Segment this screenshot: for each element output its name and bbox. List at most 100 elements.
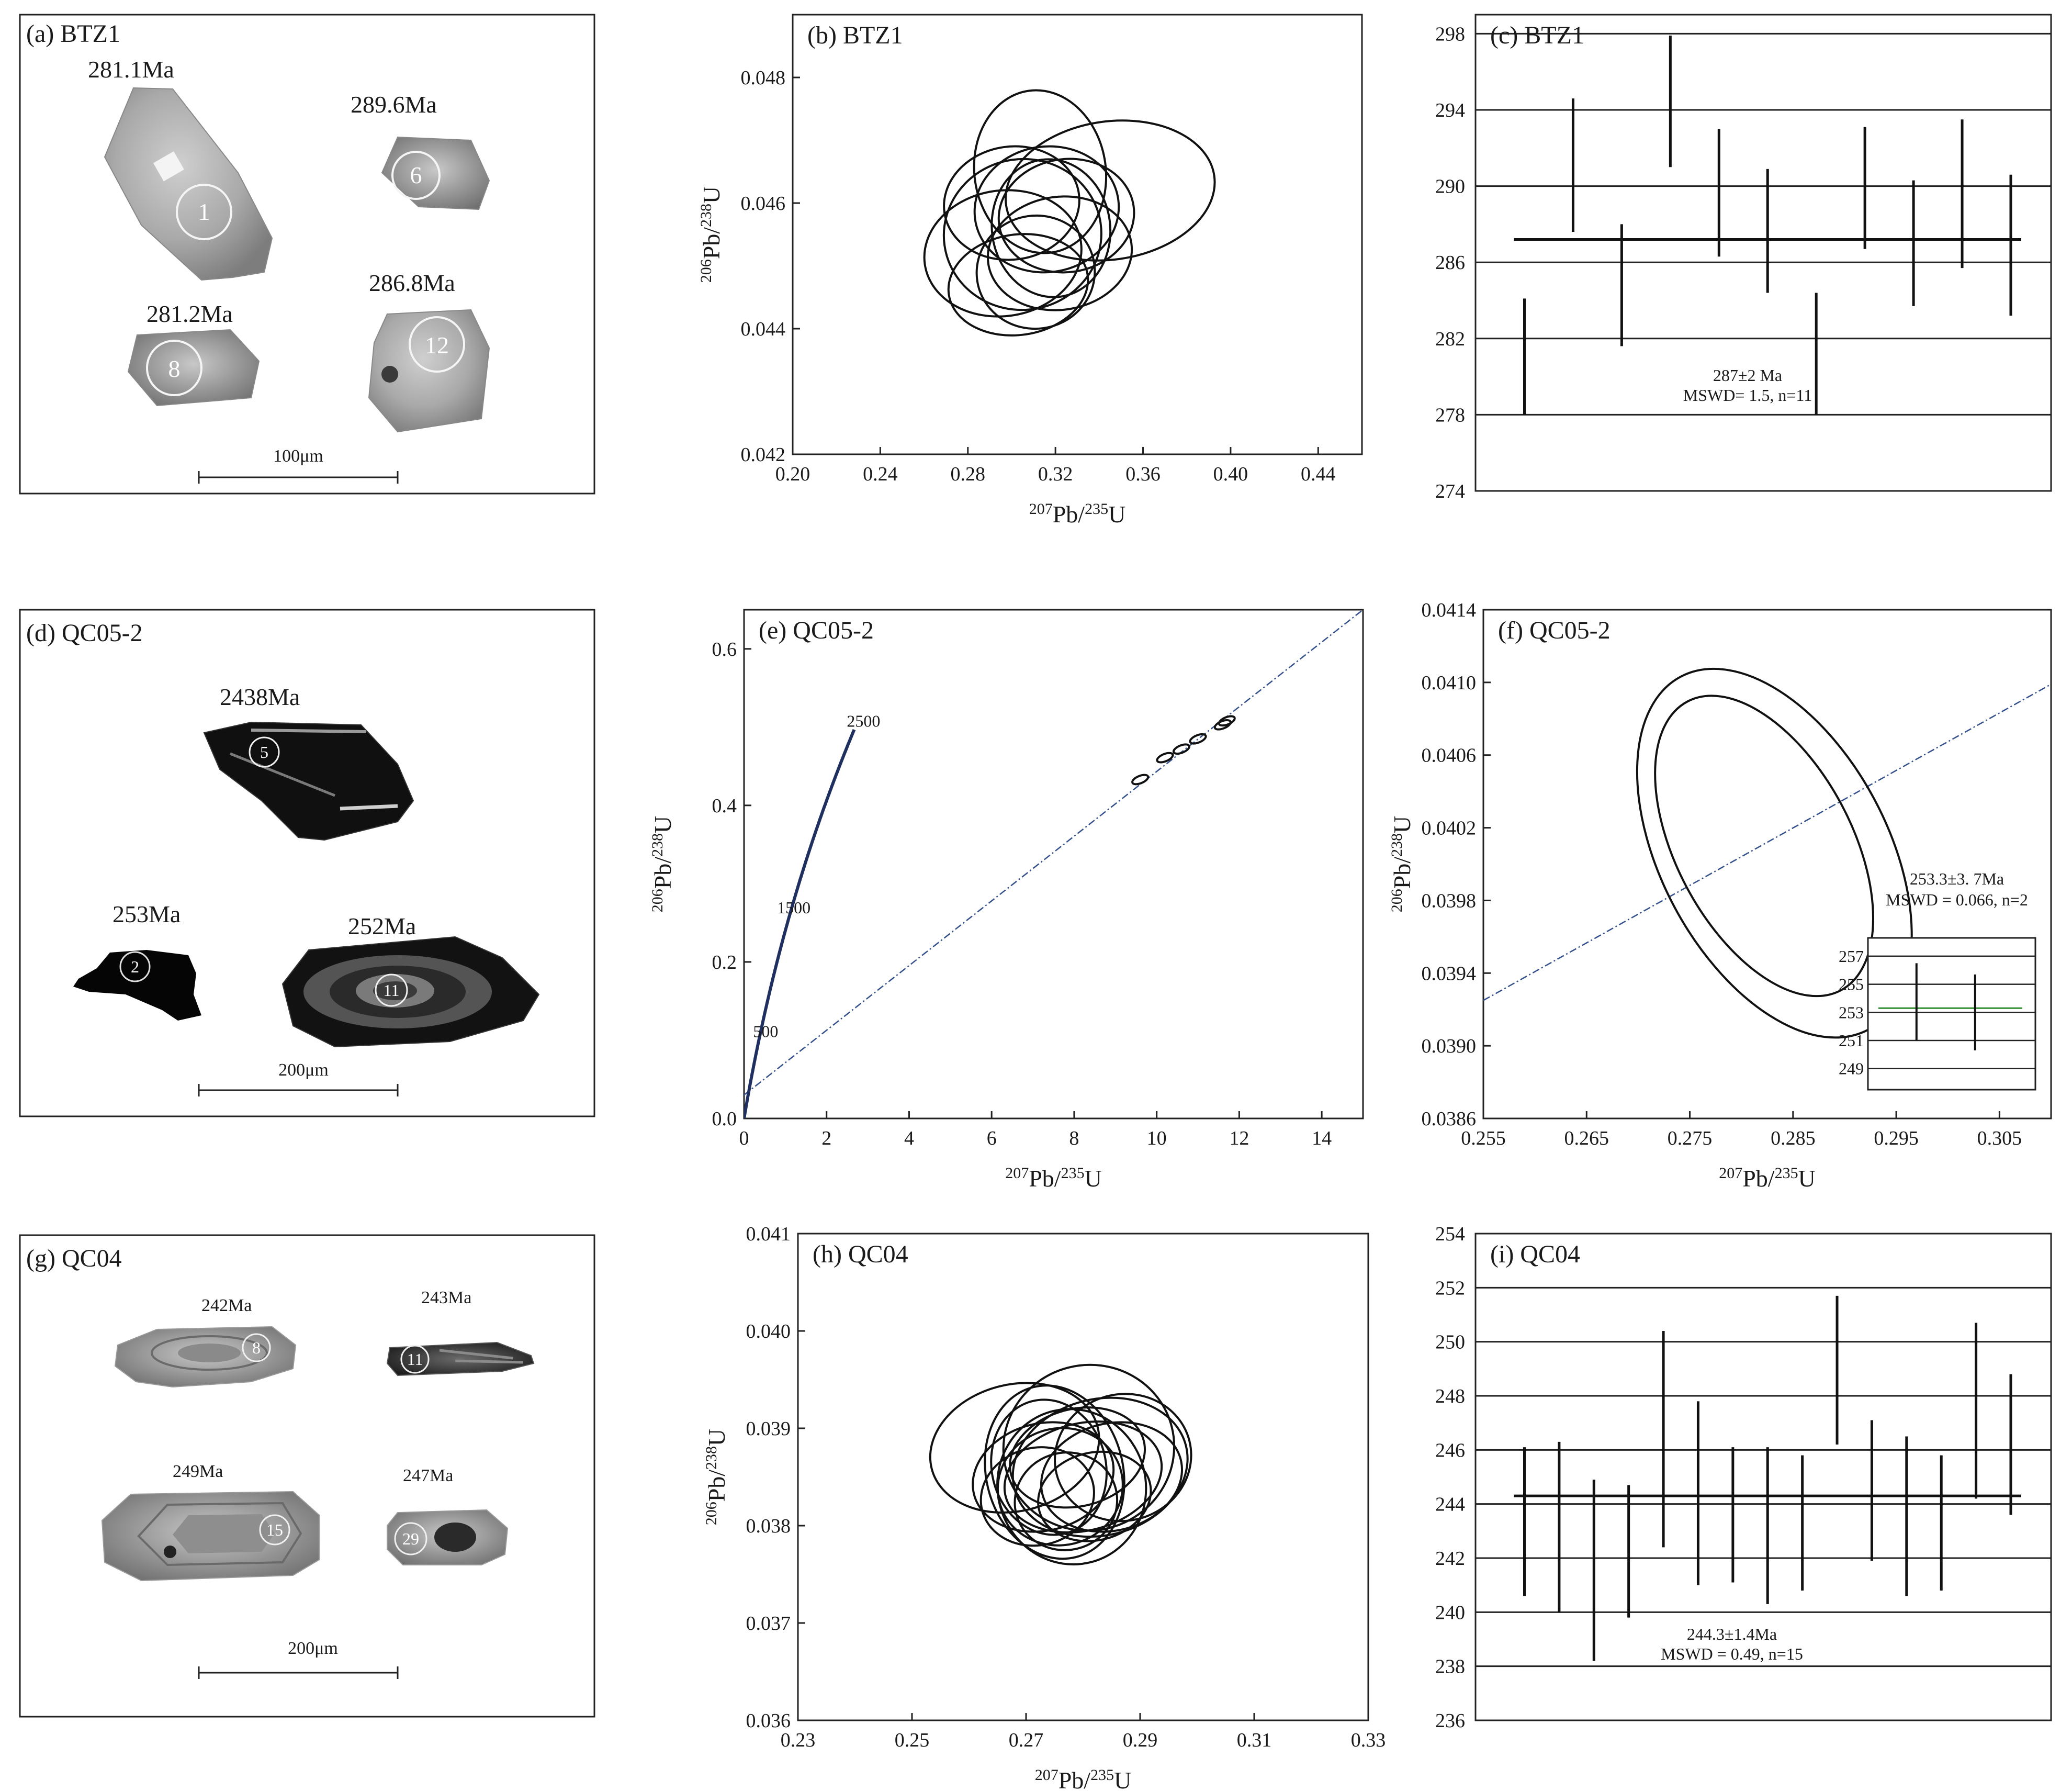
- y-tick-label: 0.039: [746, 1418, 791, 1440]
- y-axis-label: 206Pb/238U: [697, 186, 725, 283]
- panel-a: (a) BTZ1 1 281.1Ma 6 289.6Ma 8 281.2Ma 1…: [19, 14, 595, 495]
- y-tick-label: 0.046: [741, 193, 786, 215]
- concordia-age-marker: [681, 301, 687, 307]
- error-ellipse: [990, 158, 1112, 298]
- concordia-age-marker: [674, 352, 681, 358]
- zircon-grain-2: [73, 950, 201, 1021]
- y-axis-label: 206Pb/238U: [1388, 816, 1415, 913]
- chart-i-weighted-mean: 236 238 240 242 244 246 248 250 252 254 (i) QC04 24…: [1435, 1223, 2052, 1732]
- chart-f-concordia: (f) QC05-2 0.255 0.265 0.275 0.285 0.295 0.305…: [1388, 599, 2052, 1192]
- chart-title: (e) QC05-2: [759, 617, 874, 644]
- chart-c-weighted-mean: 274 278 282 286 290 294 298 (c) BTZ1 287±2 MaMSW…: [1435, 14, 2052, 502]
- mean-age-annotation: 253.3±3. 7Ma: [1910, 869, 2004, 888]
- analysis-spot-11: [400, 1345, 430, 1374]
- error-ellipse: [1172, 743, 1191, 755]
- error-ellipse: [996, 1427, 1124, 1547]
- error-ellipse: [1011, 1396, 1189, 1538]
- y-tick-label: 0.037: [746, 1613, 791, 1635]
- concordia-age-label: 290: [665, 184, 690, 203]
- spot-number: 8: [168, 355, 181, 382]
- grain-age: 253Ma: [112, 901, 181, 927]
- concordia-age-label: 300: [678, 81, 703, 100]
- x-tick-label: 0.255: [1461, 1127, 1506, 1149]
- y-tick-label: 238: [1435, 1656, 1465, 1678]
- x-tick-label: 0.25: [895, 1729, 930, 1751]
- inset-tick-label: 251: [1839, 1031, 1864, 1050]
- x-axis-label: 207Pb/235U: [1029, 500, 1126, 528]
- scale-label: 200μm: [278, 1060, 329, 1080]
- x-tick-label: 8: [1069, 1127, 1079, 1149]
- spot-number: 2: [131, 957, 139, 976]
- x-axis-label: 207Pb/235U: [1035, 1766, 1132, 1791]
- grain-age: 281.1Ma: [88, 56, 174, 83]
- inset-tick-label: 249: [1839, 1059, 1864, 1078]
- y-tick-label: 286: [1435, 252, 1465, 274]
- plot-frame: [1474, 1233, 2052, 1721]
- chart-h-concordia: (h) QC04 0.23 0.25 0.27 0.29 0.31 0.33 0.036 0.0…: [703, 1223, 1386, 1791]
- panel-g-frame: [19, 1234, 595, 1718]
- plot-area: 500 1500 2500: [744, 610, 1363, 1118]
- grain-age: 247Ma: [403, 1466, 453, 1485]
- analysis-spot-8: [146, 340, 202, 396]
- zircon-grain-1: [104, 87, 273, 281]
- spot-number: 11: [407, 1350, 423, 1369]
- discordia-line: [744, 610, 1363, 1096]
- spot-number: 5: [260, 743, 268, 762]
- error-ellipse: [975, 214, 1096, 330]
- grain-age: 281.2Ma: [147, 300, 233, 327]
- panel-g-title: (g) QC04: [26, 1245, 122, 1272]
- mean-age-annotation: 244.3±1.4Ma: [1687, 1625, 1777, 1643]
- concordia-age-marker: [719, 0, 725, 1]
- y-tick-label: 0.044: [741, 318, 786, 340]
- y-tick-label: 244: [1435, 1494, 1465, 1516]
- mswd-annotation: MSWD= 1.5, n=11: [1683, 386, 1812, 405]
- error-ellipse: [1156, 752, 1174, 764]
- concordia-age-marker: [712, 46, 718, 52]
- error-ellipse: [1005, 119, 1216, 262]
- grain-age: 243Ma: [421, 1288, 471, 1307]
- analysis-spot-1: [176, 184, 232, 240]
- x-tick-label: 0.275: [1668, 1127, 1713, 1149]
- mswd-annotation: MSWD = 0.066, n=2: [1886, 890, 2028, 909]
- x-tick-label: 14: [1312, 1127, 1332, 1149]
- plot-frame: [1474, 14, 2052, 492]
- analysis-spot-2: [119, 951, 151, 982]
- y-tick-label: 250: [1435, 1331, 1465, 1353]
- concordia-age-label: 1500: [777, 898, 810, 917]
- analysis-spot-15: [259, 1514, 290, 1546]
- error-ellipse: [1037, 1450, 1152, 1542]
- error-ellipse: [979, 1446, 1095, 1547]
- grain-age: 249Ma: [173, 1462, 223, 1481]
- plot-area: 230234238242246250254258: [929, 1363, 1192, 1565]
- y-tick-label: 0.036: [746, 1710, 791, 1732]
- error-ellipse: [1189, 733, 1207, 745]
- chart-b-concordia: (b) BTZ1 0.20 0.24 0.28 0.32 0.36 0.40 0.44 0.04…: [634, 0, 1363, 710]
- analysis-spot-5: [249, 736, 280, 768]
- y-tick-label: 0.6: [712, 639, 737, 661]
- y-tick-label: 0.0398: [1422, 890, 1477, 912]
- error-ellipse: [1040, 1421, 1183, 1533]
- error-ellipse: [1213, 719, 1232, 731]
- y-tick-label: 290: [1435, 176, 1465, 198]
- concordia-curve: [634, 0, 761, 710]
- x-tick-label: 0.40: [1213, 463, 1248, 485]
- grain-age: 2438Ma: [220, 684, 300, 710]
- panel-a-frame: [19, 14, 595, 495]
- y-tick-label: 0.048: [741, 67, 786, 89]
- analysis-spot-6: [391, 151, 441, 200]
- chart-title: (c) BTZ1: [1490, 21, 1584, 49]
- error-ellipse: [1009, 1406, 1146, 1509]
- spot-number: 11: [384, 981, 400, 1000]
- y-tick-label: 246: [1435, 1439, 1465, 1461]
- y-tick-label: 0.4: [712, 795, 737, 817]
- x-tick-label: 0.295: [1874, 1127, 1919, 1149]
- x-tick-label: 0.20: [775, 463, 810, 485]
- grain-age: 286.8Ma: [369, 270, 455, 296]
- concordia-age-marker: [687, 250, 693, 256]
- discordia-line: [1483, 684, 2051, 1001]
- scale-label: 100μm: [273, 446, 323, 466]
- error-ellipse: [1131, 774, 1150, 786]
- y-tick-label: 0.0390: [1422, 1035, 1477, 1057]
- spot-number: 15: [266, 1520, 283, 1539]
- analysis-spot-29: [394, 1522, 427, 1555]
